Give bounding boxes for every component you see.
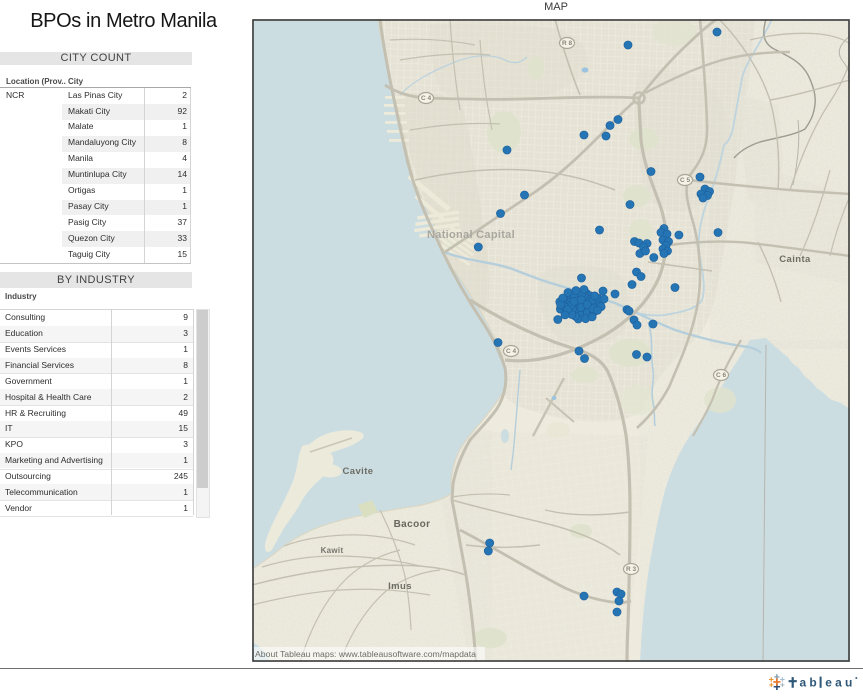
svg-text:Bacoor: Bacoor	[394, 519, 431, 530]
svg-text:eau: eau	[825, 675, 855, 689]
svg-text:ab: ab	[800, 675, 820, 689]
svg-text:R 3: R 3	[626, 566, 637, 573]
svg-text:C 6: C 6	[716, 372, 727, 379]
svg-text:About Tableau maps: www.tablea: About Tableau maps: www.tableausoftware.…	[255, 649, 476, 659]
svg-text:National Capital: National Capital	[427, 229, 515, 241]
svg-text:Kawit: Kawit	[321, 546, 344, 555]
svg-text:C 5: C 5	[680, 177, 691, 184]
svg-text:Cainta: Cainta	[779, 254, 811, 265]
svg-text:R 8: R 8	[562, 40, 573, 47]
svg-text:Imus: Imus	[388, 581, 412, 592]
svg-text:C 4: C 4	[421, 95, 432, 102]
svg-text:Cavite: Cavite	[343, 466, 374, 477]
svg-text:C 4: C 4	[506, 348, 517, 355]
